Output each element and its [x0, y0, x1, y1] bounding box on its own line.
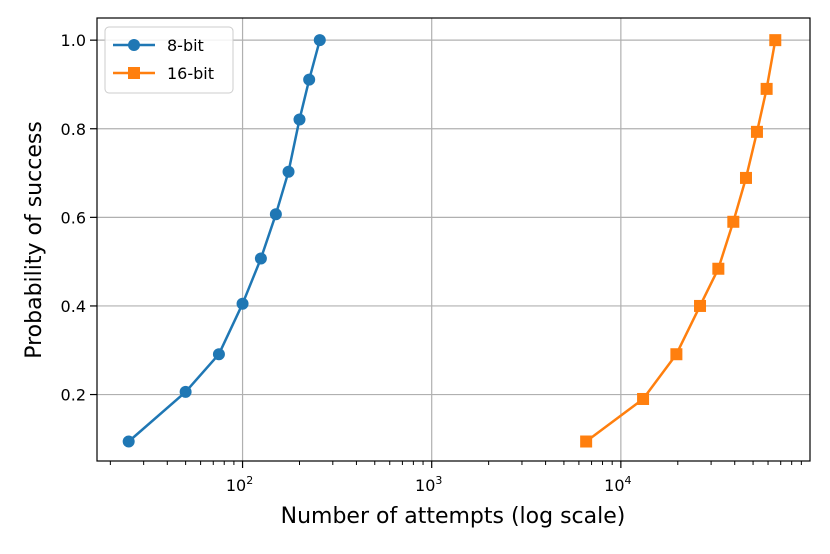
x-tick-label: 102	[226, 474, 253, 495]
data-point-16bit	[760, 82, 773, 95]
data-point-16bit	[727, 215, 740, 228]
legend-marker-16bit	[128, 67, 140, 79]
plot-frame	[96, 17, 811, 462]
data-point-16bit	[637, 392, 650, 405]
gridlines	[97, 18, 810, 461]
data-point-16bit	[694, 299, 707, 312]
data-point-8bit	[179, 385, 192, 398]
data-point-16bit	[670, 348, 683, 361]
data-point-8bit	[293, 113, 306, 126]
data-point-8bit	[122, 435, 135, 448]
series-layer	[122, 34, 782, 448]
y-tick-label: 0.6	[61, 208, 86, 227]
legend-marker-8bit	[128, 39, 140, 51]
data-point-8bit	[269, 208, 282, 221]
legend-label-16bit: 16-bit	[167, 64, 214, 83]
x-tick-label: 103	[415, 474, 442, 495]
data-point-8bit	[313, 34, 326, 47]
axis-ticks: 102 103 104 0.2 0.4 0.6 0.8 1.0	[61, 31, 802, 495]
y-axis-label: Probability of success	[22, 121, 47, 359]
data-point-16bit	[769, 34, 782, 47]
data-point-16bit	[580, 435, 593, 448]
y-tick-label: 0.4	[61, 297, 86, 316]
data-point-16bit	[712, 262, 725, 275]
y-tick-label: 0.2	[61, 386, 86, 405]
series-line-16bit	[585, 39, 777, 443]
data-point-8bit	[212, 348, 225, 361]
x-axis-label: Number of attempts (log scale)	[281, 504, 626, 529]
series-line-8bit	[127, 39, 322, 443]
data-point-8bit	[236, 297, 249, 310]
legend-label-8bit: 8-bit	[167, 36, 204, 55]
y-tick-label: 0.8	[61, 120, 86, 139]
x-tick-label: 104	[604, 474, 631, 495]
data-point-16bit	[739, 171, 752, 184]
data-point-16bit	[750, 125, 763, 138]
legend: 8-bit 16-bit	[104, 26, 234, 94]
data-point-8bit	[303, 73, 316, 86]
y-tick-label: 1.0	[61, 31, 86, 50]
data-point-8bit	[254, 252, 267, 265]
data-point-8bit	[282, 165, 295, 178]
